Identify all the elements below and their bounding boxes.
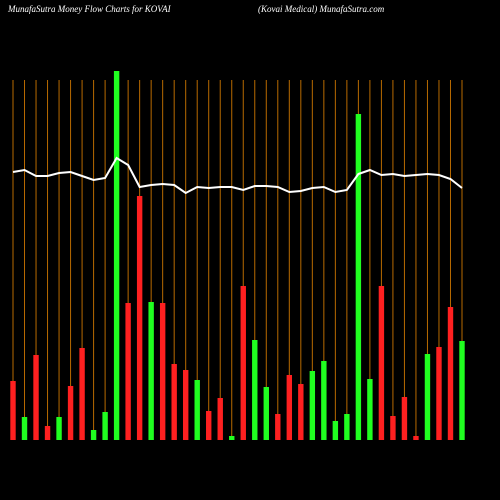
bar bbox=[79, 348, 85, 440]
bar bbox=[240, 286, 246, 440]
bar bbox=[56, 417, 62, 440]
money-flow-line bbox=[12, 156, 463, 195]
bar bbox=[44, 426, 51, 440]
bar bbox=[136, 196, 143, 440]
bar bbox=[67, 386, 74, 440]
bar bbox=[436, 347, 442, 440]
bar bbox=[252, 340, 258, 440]
bar bbox=[344, 414, 350, 440]
bar bbox=[286, 375, 293, 440]
bar bbox=[229, 436, 235, 440]
bar bbox=[148, 302, 154, 440]
bar bbox=[102, 412, 108, 440]
bar bbox=[90, 430, 97, 440]
bar bbox=[355, 114, 362, 440]
bar bbox=[332, 421, 339, 440]
bar bbox=[275, 414, 281, 440]
bar bbox=[367, 379, 373, 440]
bar bbox=[182, 370, 189, 440]
bar bbox=[321, 361, 327, 440]
bar bbox=[10, 381, 16, 440]
bar bbox=[413, 436, 419, 440]
bar bbox=[33, 355, 39, 440]
bar bbox=[309, 371, 316, 440]
bar bbox=[263, 387, 269, 440]
chart-subtitle: (Kovai Medical) MunafaSutra.com bbox=[258, 4, 385, 14]
bar bbox=[159, 303, 166, 440]
bar bbox=[206, 411, 212, 440]
bar bbox=[21, 417, 28, 440]
bar bbox=[217, 398, 223, 440]
bar bbox=[378, 286, 385, 440]
bar bbox=[424, 354, 431, 440]
bar bbox=[298, 384, 304, 440]
chart-title: MunafaSutra Money Flow Charts for KOVAI bbox=[7, 4, 172, 14]
bar bbox=[125, 303, 131, 440]
bar bbox=[171, 364, 177, 440]
bar bbox=[194, 380, 200, 440]
bar bbox=[390, 416, 396, 440]
bar bbox=[459, 341, 465, 440]
bar bbox=[113, 71, 120, 440]
bar bbox=[447, 307, 454, 440]
bar bbox=[401, 397, 408, 440]
